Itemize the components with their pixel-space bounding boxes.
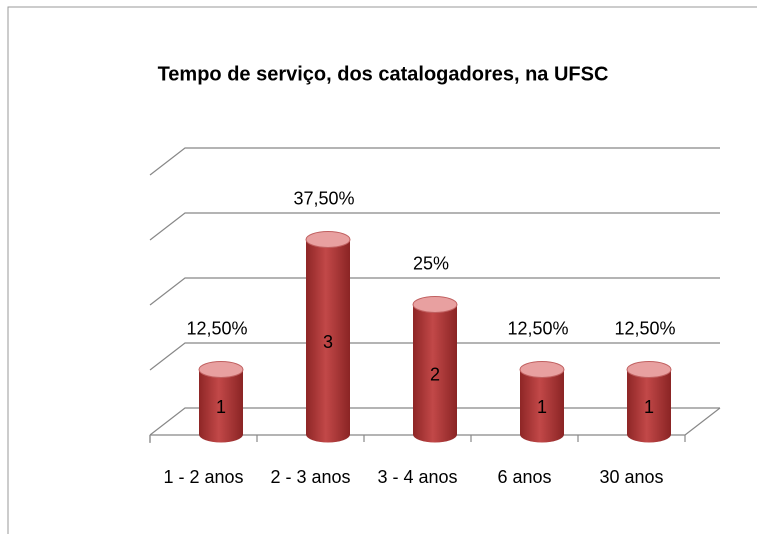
bar-top	[626, 361, 672, 378]
chart-title: Tempo de serviço, dos catalogadores, na …	[158, 63, 609, 85]
bar-top	[198, 361, 244, 378]
grid-line	[149, 277, 720, 306]
grid-line	[149, 212, 720, 241]
x-tick-label: 1 - 2 anos	[163, 467, 243, 487]
bar	[627, 369, 671, 443]
percent-label: 12,50%	[507, 318, 568, 338]
x-tick-label: 6 anos	[497, 467, 551, 487]
bar	[413, 304, 457, 443]
value-label: 3	[323, 332, 333, 352]
grid-line	[149, 342, 720, 371]
value-label: 2	[430, 364, 440, 384]
percent-label: 25%	[413, 253, 449, 273]
bar	[306, 239, 350, 443]
x-tick-label: 30 anos	[599, 467, 663, 487]
x-tick-label: 2 - 3 anos	[270, 467, 350, 487]
bar	[520, 369, 564, 443]
value-label: 1	[216, 397, 226, 417]
percent-label: 37,50%	[293, 188, 354, 208]
bar-top	[519, 361, 565, 378]
value-label: 1	[644, 397, 654, 417]
bar-top	[305, 231, 351, 248]
percent-label: 12,50%	[186, 318, 247, 338]
chart-frame	[7, 6, 757, 534]
value-label: 1	[537, 397, 547, 417]
bar	[199, 369, 243, 443]
x-tick-label: 3 - 4 anos	[377, 467, 457, 487]
percent-label: 12,50%	[614, 318, 675, 338]
grid-line	[149, 147, 720, 176]
bar-top	[412, 296, 458, 313]
